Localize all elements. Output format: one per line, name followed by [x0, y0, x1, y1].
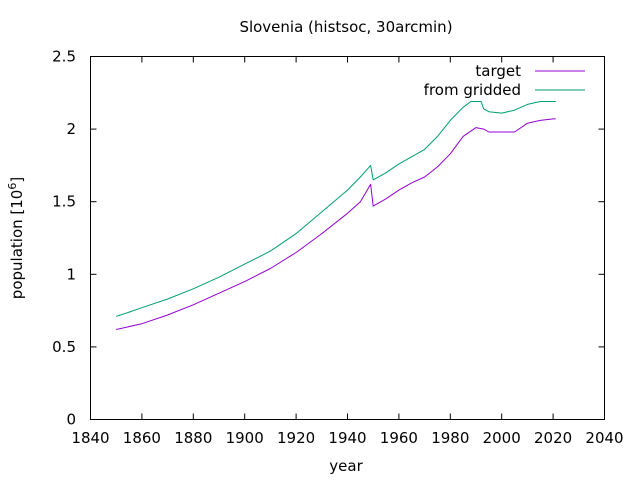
x-tick-label: 2020: [534, 429, 572, 447]
y-axis-label-exponent: 6: [6, 183, 19, 190]
chart-title: Slovenia (histsoc, 30arcmin): [239, 18, 452, 36]
y-axis-label-main: population [10: [8, 190, 26, 300]
x-tick-label: 1940: [328, 429, 366, 447]
x-tick-label: 1840: [71, 429, 109, 447]
x-tick-label: 1860: [123, 429, 161, 447]
legend-label-target: target: [475, 62, 521, 80]
x-tick-label: 2000: [483, 429, 521, 447]
y-tick-label: 2.5: [52, 48, 76, 66]
y-tick-label: 0.5: [52, 338, 76, 356]
y-tick-label: 2: [66, 120, 76, 138]
x-tick-label: 1900: [226, 429, 264, 447]
x-axis-ticks: 1840 1860 1880 1900 1920 1940 1960 1980 2000 2020…: [71, 56, 624, 447]
series-line-target: [116, 118, 556, 330]
y-tick-label: 1: [66, 265, 76, 283]
y-axis-ticks: 0 0.5 1 1.5 2 2.5: [52, 48, 605, 429]
series-line-from-gridded: [116, 101, 556, 317]
x-tick-label: 1920: [277, 429, 315, 447]
y-axis-label: population [106]: [6, 177, 26, 299]
x-tick-label: 2040: [585, 429, 623, 447]
y-tick-label: 0: [66, 411, 76, 429]
legend-label-from-gridded: from gridded: [424, 81, 521, 99]
plot-frame: [90, 56, 605, 420]
x-axis-label: year: [329, 457, 363, 475]
y-tick-label: 1.5: [52, 193, 76, 211]
x-tick-label: 1880: [174, 429, 212, 447]
y-axis-label-close: ]: [8, 177, 26, 183]
x-tick-label: 1960: [380, 429, 418, 447]
series-layer: [116, 101, 556, 330]
x-tick-label: 1980: [431, 429, 469, 447]
